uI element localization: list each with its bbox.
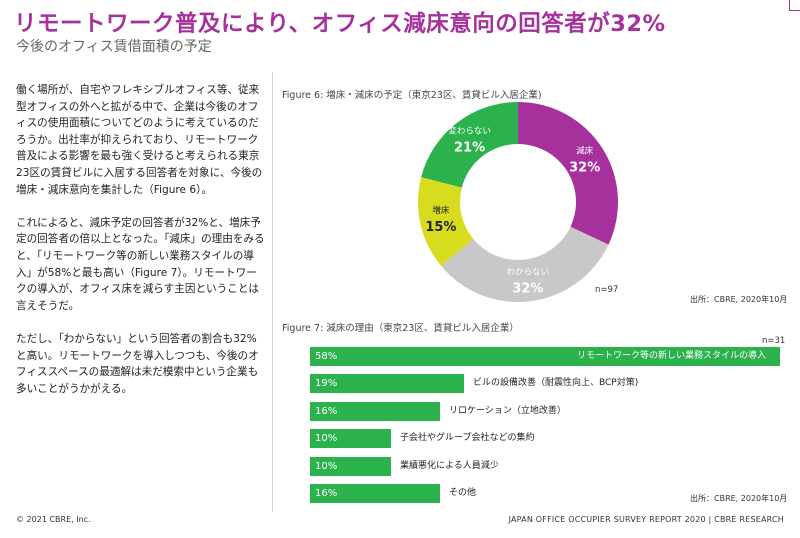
donut-slice-label: 増床 — [432, 205, 450, 216]
bar-category-label: リロケーション（立地改善） — [449, 406, 566, 416]
bar-category-label: 子会社やグループ会社などの集約 — [400, 433, 535, 443]
body-paragraph: ただし、「わからない」という回答者の割合も32%と高い。リモートワークを導入しつ… — [16, 332, 259, 395]
bar-category-label: その他 — [449, 488, 477, 498]
donut-slice-3 — [421, 102, 518, 188]
body-paragraph: 働く場所が、自宅やフレキシブルオフィス等、従来型オフィスの外へと拡がる中で、企業… — [16, 84, 263, 196]
bar-3: 10% — [310, 429, 391, 448]
donut-slice-label: 減床 — [576, 146, 594, 157]
donut-slice-2 — [418, 177, 474, 266]
donut-chart: 減床 32% わからない 32% 増床 15% 変わらない 21% — [418, 102, 618, 303]
figure7-title: Figure 7: 減床の理由（東京23区、賃貸ビル入居企業） — [282, 323, 519, 334]
donut-slice-value: 21% — [454, 141, 485, 156]
footer-copyright: © 2021 CBRE, Inc. — [16, 515, 91, 524]
figure7-n: n=31 — [762, 336, 786, 346]
figure6-source: 出所：CBRE, 2020年10月 — [690, 295, 788, 304]
donut-slice-0 — [518, 102, 618, 245]
figure6-title: Figure 6: 増床・減床の予定（東京23区、賃貸ビル入居企業) — [282, 90, 542, 101]
page-title: リモートワーク普及により、オフィス減床意向の回答者が32% — [14, 11, 666, 37]
bar-value-label: 19% — [315, 378, 338, 389]
bar-category-label: 業績悪化による人員減少 — [400, 461, 499, 471]
footer-report-title: JAPAN OFFICE OCCUPIER SURVEY REPORT 2020… — [508, 515, 784, 524]
figure7-source: 出所：CBRE, 2020年10月 — [690, 494, 788, 503]
bar-value-label: 16% — [315, 406, 338, 417]
bar-value-label: 58% — [315, 351, 338, 362]
donut-slice-value: 32% — [569, 161, 600, 176]
donut-slice-1 — [440, 226, 609, 303]
bar-2: 16% — [310, 402, 440, 421]
bar-4: 10% — [310, 457, 391, 476]
bar-value-label: 10% — [315, 433, 338, 444]
page-subtitle: 今後のオフィス賃借面積の予定 — [16, 39, 212, 55]
body-text: 働く場所が、自宅やフレキシブルオフィス等、従来型オフィスの外へと拡がる中で、企業… — [16, 82, 266, 414]
column-divider — [272, 72, 273, 512]
bar-value-label: 10% — [315, 461, 338, 472]
donut-slice-label: 変わらない — [448, 126, 491, 137]
bar-0: 58% リモートワーク等の新しい業務スタイルの導入 — [310, 347, 780, 366]
bar-category-label: リモートワーク等の新しい業務スタイルの導入 — [576, 351, 766, 361]
body-paragraph: これによると、減床予定の回答者が32%と、増床予定の回答者の倍以上となった。「減… — [16, 216, 265, 312]
donut-slice-value: 15% — [425, 220, 456, 235]
bar-5: 16% — [310, 484, 440, 503]
donut-slice-value: 32% — [512, 281, 543, 296]
figure6-n: n=97 — [595, 285, 619, 295]
donut-slice-label: わからない — [507, 267, 550, 277]
corner-mark — [789, 0, 800, 11]
bar-1: 19% — [310, 374, 464, 393]
bar-category-label: ビルの設備改善（耐震性向上、BCP対策) — [473, 378, 639, 388]
bar-value-label: 16% — [315, 488, 338, 499]
